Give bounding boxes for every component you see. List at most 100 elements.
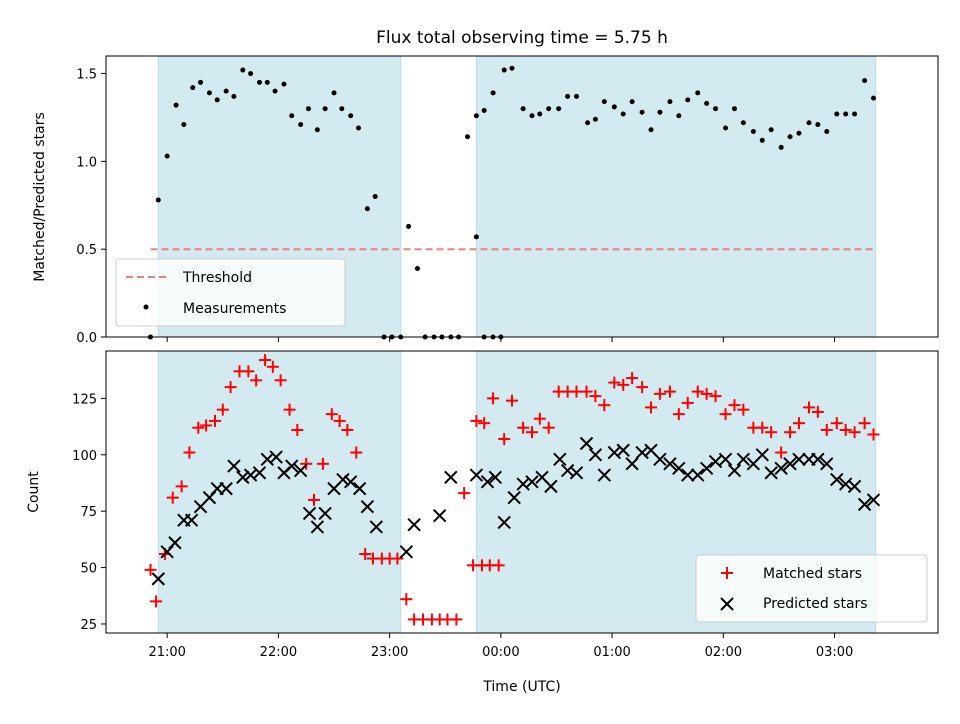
x-tick-label: 01:00 [593, 645, 630, 660]
predicted-star-marker [360, 499, 375, 514]
matched-star-marker [728, 399, 741, 412]
matched-star-marker [663, 385, 676, 398]
matched-star-marker [325, 408, 338, 421]
matched-star-marker [589, 390, 602, 403]
measurement-point [657, 109, 663, 115]
measurement-point [620, 111, 626, 117]
predicted-star-marker [219, 481, 233, 496]
measurement-point [750, 129, 756, 135]
legend-measurement-swatch [143, 304, 149, 310]
measurement-point [676, 113, 682, 119]
predicted-star-marker [653, 452, 667, 466]
matched-star-marker [216, 403, 229, 416]
measurement-point [256, 79, 262, 85]
predicted-star-marker [252, 466, 267, 480]
count-panel: 25 50 75 100 125 21:00 22:00 23:00 00:00 01:00 02… [26, 350, 939, 695]
matched-star-marker [359, 548, 372, 561]
predicted-star-marker [820, 457, 834, 471]
matched-star-marker [848, 426, 861, 439]
matched-star-marker [570, 385, 583, 398]
count-points [144, 354, 881, 626]
matched-star-marker [308, 493, 320, 506]
predicted-star-marker [227, 459, 241, 473]
measurement-point [870, 95, 876, 101]
ratio-panel: 0.0 0.5 1.0 1.5 Matched/Predicted stars Thr… [32, 55, 939, 346]
predicted-star-marker [625, 457, 639, 471]
ratio-y-ticks: 0.0 0.5 1.0 1.5 [76, 68, 106, 346]
predicted-star-marker [699, 461, 714, 476]
predicted-star-marker [525, 475, 539, 489]
matched-star-marker [300, 457, 313, 470]
measurement-point [685, 97, 691, 103]
matched-star-marker [274, 374, 287, 387]
count-y-ticks: 25 50 75 100 125 [72, 392, 106, 633]
predicted-star-marker [811, 452, 825, 466]
observing-window-shading [157, 55, 877, 338]
matched-star-marker [645, 401, 658, 414]
matched-star-marker [858, 417, 871, 430]
matched-star-marker [672, 408, 685, 421]
measurement-point [164, 153, 170, 159]
legend-predicted-swatch [720, 597, 734, 611]
matched-star-marker [598, 399, 611, 412]
ratio-legend-box [115, 258, 346, 327]
predicted-star-marker [736, 452, 751, 466]
matched-star-marker [209, 414, 222, 427]
measurement-point [464, 134, 470, 140]
measurement-point [667, 99, 673, 105]
matched-star-marker [391, 552, 404, 565]
matched-star-marker [259, 354, 272, 367]
measurement-point [787, 134, 793, 140]
measurement-point [372, 194, 378, 199]
matched-star-marker [470, 414, 483, 427]
matched-star-marker [737, 403, 750, 416]
matched-star-marker [691, 385, 704, 398]
matched-star-marker [653, 387, 666, 400]
matched-star-marker [756, 421, 769, 434]
predicted-star-marker [579, 436, 594, 451]
matched-star-marker [175, 480, 188, 493]
measurement-point [592, 116, 598, 122]
matched-star-marker [533, 412, 546, 425]
measurement-point [574, 93, 580, 99]
predicted-star-marker [783, 457, 797, 471]
legend-threshold-label: Threshold [182, 270, 252, 286]
x-axis-label: Time (UTC) [482, 679, 560, 695]
measurement-point [190, 85, 196, 91]
matched-star-marker [820, 423, 833, 436]
predicted-star-marker [168, 536, 182, 550]
measurement-point [601, 99, 607, 105]
y-tick-label: 125 [72, 392, 97, 407]
predicted-star-marker [718, 452, 733, 466]
measurement-point [240, 67, 246, 73]
count-legend: Matched stars Predicted stars [695, 554, 928, 623]
predicted-star-marker [302, 506, 317, 521]
y-tick-label: 25 [80, 618, 97, 633]
predicted-star-marker [432, 508, 447, 523]
matched-star-marker [784, 426, 797, 439]
matched-star-marker [291, 423, 304, 436]
x-tick-label: 03:00 [816, 645, 853, 660]
legend-matched-label: Matched stars [763, 566, 862, 582]
predicted-star-marker [672, 461, 686, 476]
matched-star-marker [709, 390, 722, 403]
ratio-legend: Threshold Measurements [115, 258, 346, 327]
predicted-star-marker [151, 572, 165, 586]
measurement-point [611, 104, 617, 110]
measurement-point [281, 81, 287, 87]
measurement-point [473, 234, 479, 240]
predicted-star-marker [792, 452, 806, 466]
measurement-point [537, 111, 543, 117]
measurement-points [147, 65, 876, 340]
matched-star-marker [580, 385, 593, 398]
matched-star-marker [802, 401, 815, 414]
matched-star-marker [350, 446, 363, 459]
matched-star-marker [144, 563, 157, 576]
legend-matched-swatch [721, 567, 733, 579]
measurement-point [824, 129, 830, 135]
measurement-point [364, 206, 370, 212]
measurement-point [322, 106, 328, 112]
y-tick-label: 50 [80, 562, 97, 577]
measurement-point [585, 120, 591, 126]
